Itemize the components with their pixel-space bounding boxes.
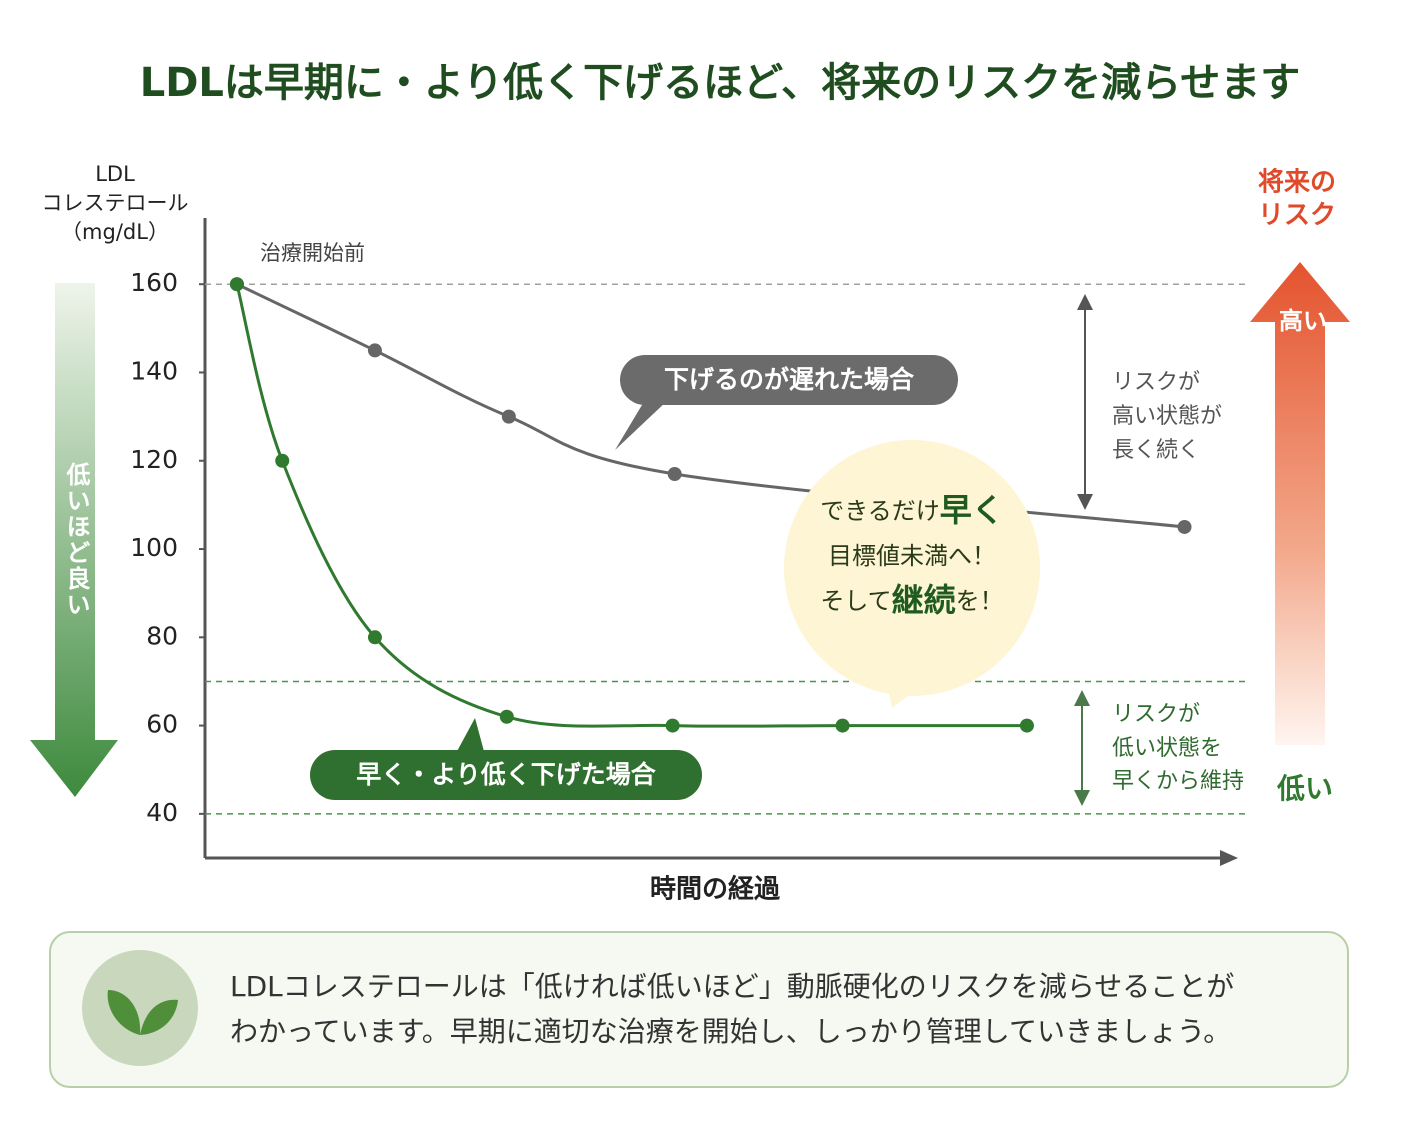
risk-low-note: 低い状態を [1112, 736, 1222, 761]
data-point [835, 718, 850, 733]
risk-high-note: 長く続く [1112, 438, 1200, 463]
bubble-line: できるだけ [820, 497, 940, 525]
footer-text: LDLコレステロールは「低ければ低いほど」動脈硬化のリスクを減らせることが [230, 970, 1234, 1003]
data-point [275, 453, 290, 468]
speech-bubble: できるだけ早く目標値未満へ！ そして継続を！ [784, 440, 1040, 708]
chart-title: LDLは早期に・より低く下げるほど、将来のリスクを減らせます [140, 60, 1301, 106]
bubble-line: 早く [940, 491, 1004, 529]
data-point [501, 409, 516, 424]
y-axis-label: （mg/dL） [61, 220, 169, 244]
risk-low-note: 早くから維持 [1112, 769, 1244, 794]
plot: 40 60 80 100 120 140 160 [130, 268, 1250, 827]
right-arrow [1250, 262, 1350, 745]
low-risk-bracket [1074, 690, 1090, 806]
x-axis-label: 時間の経過 [650, 874, 781, 905]
y-tick-label: 160 [130, 268, 178, 297]
x-axis-arrow [1220, 850, 1238, 866]
high-risk-bracket [1077, 294, 1093, 510]
series-line [236, 282, 1185, 529]
data-point [229, 277, 244, 292]
risk-low: 低い [1276, 772, 1333, 805]
left-arrow [30, 283, 118, 797]
y-axis-label: LDL [95, 162, 135, 186]
y-tick-label: 40 [146, 798, 178, 827]
series-label: 下げるのが遅れた場合 [664, 365, 915, 394]
late-callout: 下げるのが遅れた場合 [615, 355, 958, 450]
left-arrow-label: 低いほど良い [62, 462, 91, 618]
data-point [1177, 519, 1192, 534]
data-point [1019, 718, 1034, 733]
data-point [367, 343, 382, 358]
leaf [107, 990, 178, 1035]
y-tick-label: 80 [146, 621, 178, 650]
y-axis-label: コレステロール [42, 191, 189, 215]
bubble-line: 継続 [892, 581, 956, 619]
series-label: 早く・より低く下げた場合 [356, 760, 657, 789]
y-tick-label: 100 [130, 533, 178, 562]
bubble-line: そして [820, 587, 891, 615]
early-callout: 早く・より低く下げた場合 [310, 718, 702, 800]
leaf-icon [82, 950, 198, 1066]
bubble-line: 目標値未満へ！ [828, 542, 996, 570]
right-arrow-title: 将来の [1258, 168, 1336, 198]
y-tick-label: 140 [130, 356, 178, 385]
y-tick-label: 120 [130, 445, 178, 474]
footer-text: わかっています。早期に適切な治療を開始し、しっかり管理していきましょう。 [230, 1015, 1231, 1048]
data-point [665, 718, 680, 733]
data-point [499, 709, 514, 724]
risk-high: 高い [1279, 307, 1327, 335]
data-point [667, 467, 682, 481]
footer-box [49, 931, 1349, 1088]
bubble-text: できるだけ早く目標値未満へ！ そして継続を！ [820, 491, 1004, 619]
start-label: 治療開始前 [260, 241, 365, 265]
data-point [367, 630, 382, 645]
right-arrow-title: リスク [1258, 201, 1336, 231]
bubble-line: を！ [956, 587, 1004, 615]
risk-high-note: リスクが [1112, 370, 1200, 395]
risk-low-note: リスクが [1112, 702, 1200, 727]
risk-high-note: 高い状態が [1112, 404, 1222, 429]
y-tick-label: 60 [146, 710, 178, 739]
